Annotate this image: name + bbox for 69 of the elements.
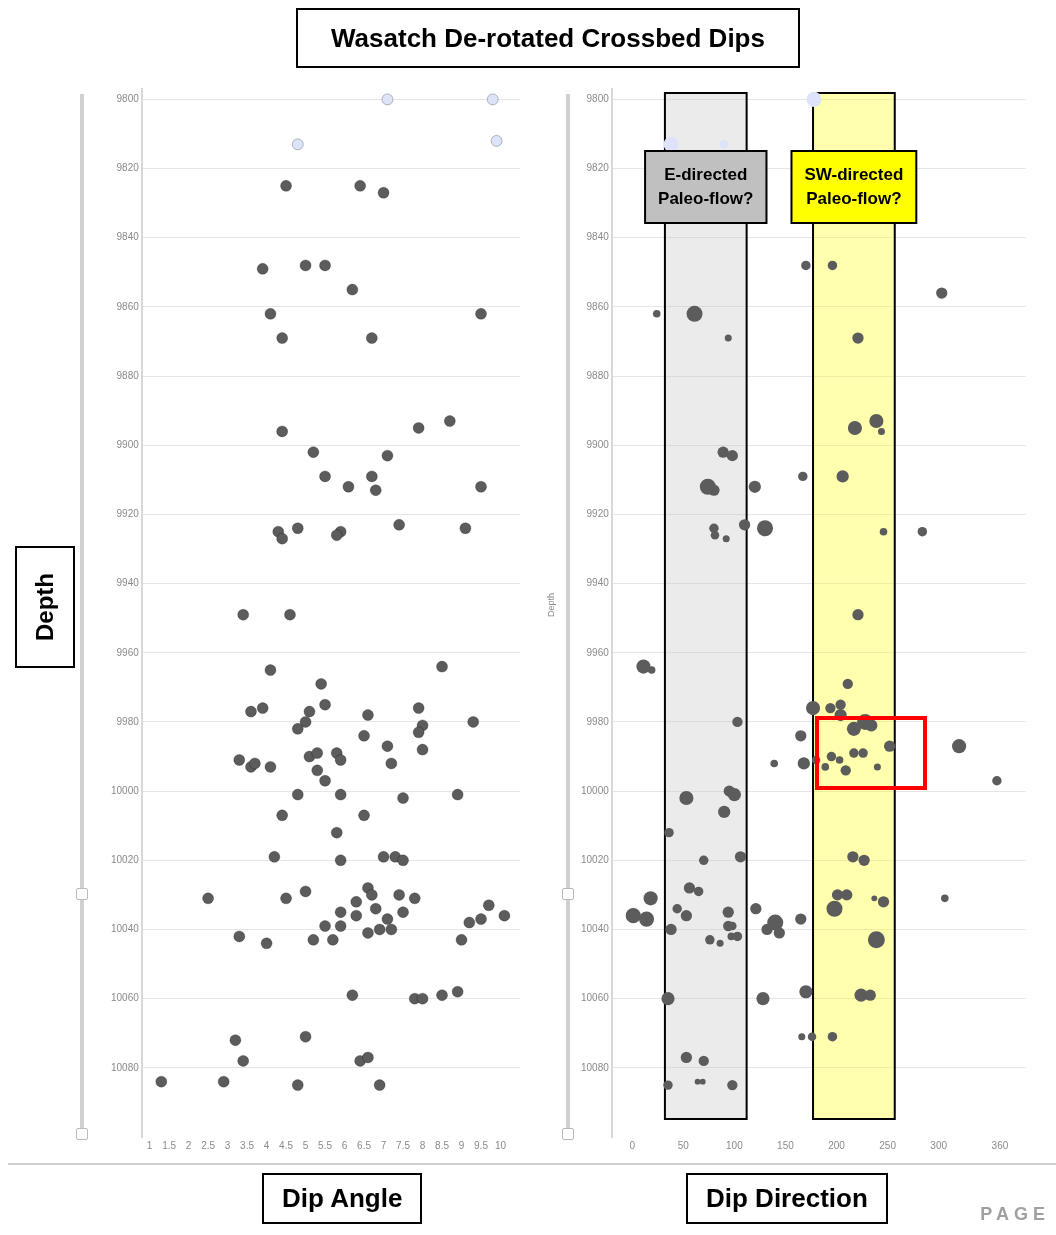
y-tick-label: 10000	[111, 784, 140, 796]
point	[486, 93, 499, 106]
x-tick-label: 3.5	[240, 1139, 255, 1151]
y-tick-label: 9880	[116, 369, 140, 381]
y-tick-label: 10060	[581, 992, 610, 1004]
x-tick-label: 250	[879, 1139, 897, 1151]
y-axis-title: Depth	[15, 546, 75, 668]
x-tick-label: 4.5	[279, 1139, 294, 1151]
y-tick-label: 9860	[116, 300, 140, 312]
chart-title: Wasatch De-rotated Crossbed Dips	[296, 8, 800, 68]
y-tick-label: 9960	[586, 646, 610, 658]
y-tick-label: 9860	[586, 300, 610, 312]
x-tick-label: 9.5	[474, 1139, 489, 1151]
y-tick-label: 10080	[581, 1061, 610, 1073]
x-tick-label: 50	[677, 1139, 690, 1151]
y-tick-label: 10020	[581, 854, 610, 866]
y-tick-label: 10000	[581, 784, 610, 796]
y-tick-label: 9800	[586, 93, 610, 105]
y-tick-label: 9960	[116, 646, 140, 658]
x-tick-label: 3	[224, 1139, 231, 1151]
x-tick-label: 200	[828, 1139, 846, 1151]
x-tick-label: 8	[419, 1139, 426, 1151]
y-tick-label: 9800	[116, 93, 140, 105]
x-axis-title: Dip Angle	[262, 1173, 423, 1224]
point	[381, 93, 394, 106]
y-tick-label: 10060	[111, 992, 140, 1004]
point	[490, 134, 503, 147]
y-tick-label: 10020	[111, 854, 140, 866]
x-tick-label: 6	[341, 1139, 348, 1151]
x-tick-label: 7	[380, 1139, 387, 1151]
y-tick-label: 9920	[116, 508, 140, 520]
x-tick-label: 5	[302, 1139, 309, 1151]
text: PAGE	[980, 1204, 1050, 1225]
y-tick-label: 9840	[586, 231, 610, 243]
x-tick-label: 2.5	[201, 1139, 216, 1151]
y-tick-label: 9920	[586, 508, 610, 520]
y-tick-label: 9900	[116, 439, 140, 450]
y-tick-label: 9820	[116, 162, 140, 174]
y-tick-label: 9900	[586, 439, 610, 450]
x-tick-label: 0	[629, 1139, 636, 1151]
x-tick-label: 2	[185, 1139, 192, 1151]
y-tick-label: 9980	[116, 715, 140, 727]
x-tick-label: 10	[494, 1139, 507, 1151]
x-tick-label: 7.5	[396, 1139, 411, 1151]
x-tick-label: 9	[458, 1139, 465, 1151]
y-axis-title: Depth	[546, 593, 556, 618]
x-tick-label: 100	[726, 1139, 744, 1151]
x-tick-label: 360	[991, 1139, 1009, 1151]
x-tick-label: 6.5	[357, 1139, 372, 1151]
x-tick-label: 1.5	[162, 1139, 177, 1151]
band-label: SW-directed Paleo-flow?	[804, 164, 904, 208]
x-axis-title: Dip Direction	[686, 1173, 888, 1224]
y-tick-label: 9820	[586, 162, 610, 174]
x-tick-label: 4	[263, 1139, 270, 1151]
point	[291, 138, 304, 151]
x-tick-label: 1	[146, 1139, 153, 1151]
y-tick-label: 9880	[586, 369, 610, 381]
y-tick-label: 9980	[586, 715, 610, 727]
y-tick-label: 10040	[111, 923, 140, 935]
x-tick-label: 5.5	[318, 1139, 333, 1151]
y-tick-label: 10080	[111, 1061, 140, 1073]
x-tick-label: 150	[777, 1139, 795, 1151]
y-tick-label: 9940	[116, 577, 140, 589]
x-tick-label: 300	[930, 1139, 948, 1151]
band-label: E-directed Paleo-flow?	[658, 164, 754, 208]
y-tick-label: 9840	[116, 231, 140, 243]
y-tick-label: 9940	[586, 577, 610, 589]
x-tick-label: 8.5	[435, 1139, 450, 1151]
y-tick-label: 10040	[581, 923, 610, 935]
